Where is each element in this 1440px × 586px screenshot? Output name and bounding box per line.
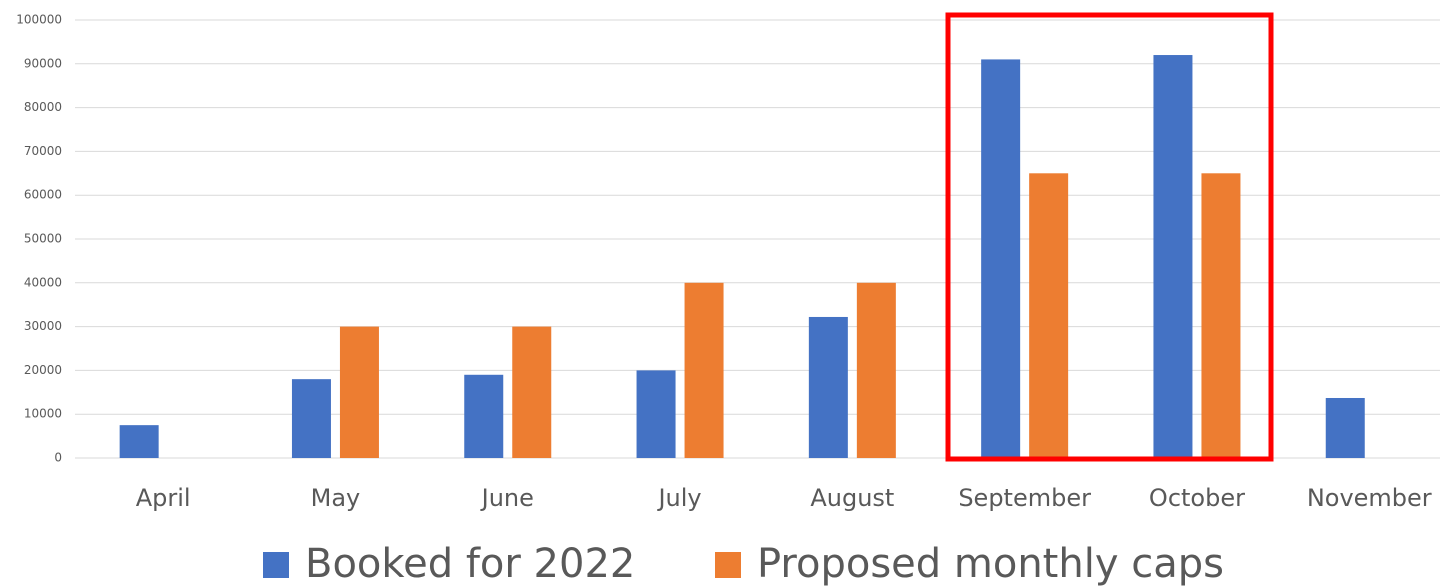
legend-label: Proposed monthly caps <box>757 541 1224 586</box>
y-tick-label: 0 <box>54 451 62 465</box>
bar <box>512 326 552 458</box>
x-tick-label: October <box>1149 484 1245 512</box>
bar <box>856 282 896 458</box>
bar <box>464 374 504 458</box>
x-tick-label: May <box>311 484 361 512</box>
legend-swatch <box>263 552 289 578</box>
bar <box>981 59 1021 459</box>
legend-swatch <box>715 552 741 578</box>
bar <box>1325 397 1365 458</box>
bar <box>684 282 724 458</box>
bar <box>808 316 848 458</box>
y-tick-label: 70000 <box>24 144 62 158</box>
x-tick-label: June <box>480 484 534 512</box>
x-tick-label: April <box>136 484 191 512</box>
bar <box>291 379 331 458</box>
x-tick-label: September <box>958 484 1091 512</box>
bar <box>339 326 379 458</box>
y-tick-label: 80000 <box>24 100 62 114</box>
y-tick-label: 40000 <box>24 275 62 289</box>
bar <box>119 425 159 458</box>
legend-label: Booked for 2022 <box>305 541 635 586</box>
y-tick-label: 10000 <box>24 407 62 421</box>
x-tick-label: November <box>1307 484 1432 512</box>
bar <box>636 370 676 458</box>
y-tick-label: 100000 <box>16 13 62 27</box>
x-tick-label: July <box>656 484 701 512</box>
highlight-box <box>945 12 1274 462</box>
y-tick-label: 20000 <box>24 363 62 377</box>
bar <box>1153 55 1193 458</box>
y-tick-label: 50000 <box>24 232 62 246</box>
x-tick-label: August <box>810 484 894 512</box>
y-tick-label: 60000 <box>24 188 62 202</box>
bar <box>1201 173 1241 459</box>
y-tick-label: 30000 <box>24 319 62 333</box>
y-tick-label: 90000 <box>24 56 62 70</box>
bar <box>1029 173 1069 459</box>
